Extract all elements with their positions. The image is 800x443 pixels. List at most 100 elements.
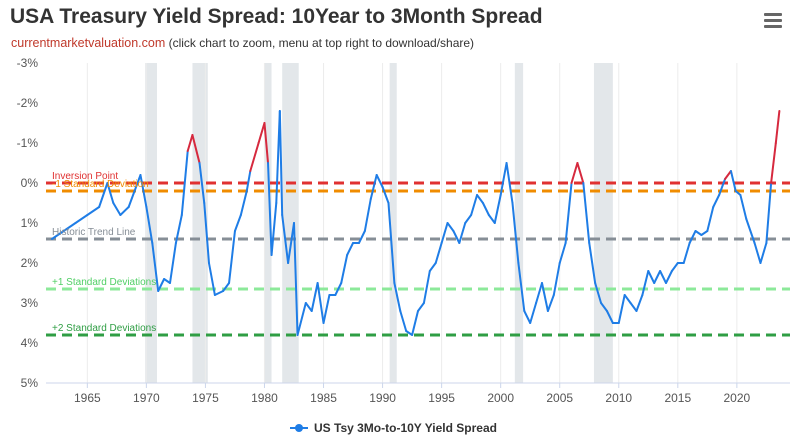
series-segment-113 [734,190,742,196]
y-tick-label-6: 3% [21,296,39,310]
series-segment-75 [511,202,520,264]
series-segment-49 [357,230,366,244]
y-tick-label-8: 5% [21,376,39,390]
series-segment-25 [228,230,236,284]
x-axis-ticks: 1965 1970 1975 1980 1985 1990 1995 2000 2005 2010… [74,383,751,405]
series-segment-78 [529,302,538,324]
series-segment-110 [718,178,727,196]
reference-label-2: Historic Trend Line [52,227,136,238]
series-segment-118 [765,182,773,244]
series-segment-29 [249,142,260,172]
recession-band-0 [145,63,158,383]
series-segment-4 [98,182,109,208]
series-segment-45 [334,282,343,296]
legend-item-spread[interactable]: US Tsy 3Mo-to-10Y Yield Spread [290,421,497,435]
y-tick-label-3: 0% [21,176,39,190]
series-segment-7 [119,206,130,216]
reference-label-3: +1 Standard Deviations [52,277,156,288]
series-segment-52 [375,174,384,188]
series-segment-18 [186,134,194,152]
reference-label-1: -1 Standard Deviation [52,179,149,190]
series-segment-85 [570,162,579,184]
series-segment-76 [517,262,526,312]
series-segment-35 [278,110,284,216]
series-segment-42 [316,282,325,324]
x-tick-label-7: 2000 [487,391,514,405]
hamburger-menu-icon[interactable] [764,13,782,29]
chart-instruction: (click chart to zoom, menu at top right … [168,36,475,50]
series-segment-61 [428,262,437,272]
series-segment-102 [670,262,679,272]
series-segment-2 [74,214,89,224]
series-segment-0 [50,230,65,240]
series-segment-43 [322,294,331,324]
series-segment-59 [417,302,425,312]
series-segment-86 [576,162,585,184]
series-segment-32 [267,162,273,256]
recession-bands [145,63,613,383]
series-segment-80 [541,282,549,312]
series-segment-39 [296,302,307,336]
series-segment-96 [635,294,644,312]
series-segment-58 [411,310,419,336]
series-segment-87 [582,182,591,244]
legend-label: US Tsy 3Mo-to-10Y Yield Spread [314,421,497,435]
series-segment-74 [505,162,514,204]
series-segment-63 [440,222,449,244]
reference-labels: Inversion Point-1 Standard Deviation Hist… [52,171,156,334]
series-segment-46 [340,254,349,284]
series-segment-50 [363,198,372,232]
series-segment-120 [774,110,781,144]
x-tick-label-0: 1965 [74,391,101,405]
series-segment-19 [191,134,201,164]
series-segment-107 [700,230,709,236]
recession-band-4 [389,63,397,383]
series-segment-62 [434,242,443,264]
series-segment-17 [180,150,189,216]
series-segment-3 [86,206,101,216]
x-tick-label-4: 1985 [310,391,337,405]
series-segment-51 [369,174,378,200]
series-segment-57 [405,330,414,336]
series-segment-55 [393,282,402,312]
series-segment-111 [724,170,732,180]
series-segment-16 [174,214,183,244]
x-tick-label-11: 2020 [724,391,751,405]
series-segment-14 [163,278,171,284]
y-tick-label-0: -3% [17,56,39,70]
series-segment-90 [600,302,608,312]
series-segment-70 [481,202,490,216]
y-tick-label-4: 1% [21,216,39,230]
series-segment-41 [310,282,319,312]
series-segment-83 [558,242,567,264]
series-segment-15 [169,242,177,284]
series-segment-68 [470,194,479,216]
series-segment-106 [694,230,703,236]
series-segment-91 [605,310,614,324]
site-link[interactable]: currentmarketvaluation.com [11,36,166,50]
series-segment-65 [452,230,461,244]
series-segment-53 [381,186,390,204]
series-lines [50,110,781,336]
series-segment-24 [222,282,231,292]
series-segment-114 [739,194,748,220]
series-segment-84 [564,182,573,244]
series-segment-12 [151,242,160,292]
series-segment-104 [682,242,691,264]
y-tick-label-5: 2% [21,256,39,270]
series-segment-101 [665,270,673,284]
series-segment-100 [659,270,667,284]
recession-band-2 [264,63,272,383]
series-segment-27 [239,190,248,216]
chart-subtitle: currentmarketvaluation.com (click chart … [11,36,474,50]
series-segment-23 [213,290,225,296]
series-segment-98 [647,270,656,284]
series-segment-64 [446,222,455,232]
series-segment-77 [523,310,532,324]
recession-band-5 [514,63,524,383]
y-tick-label-2: -1% [17,136,39,150]
recession-band-6 [593,63,613,383]
series-segment-60 [422,270,431,304]
series-segment-69 [476,194,484,204]
